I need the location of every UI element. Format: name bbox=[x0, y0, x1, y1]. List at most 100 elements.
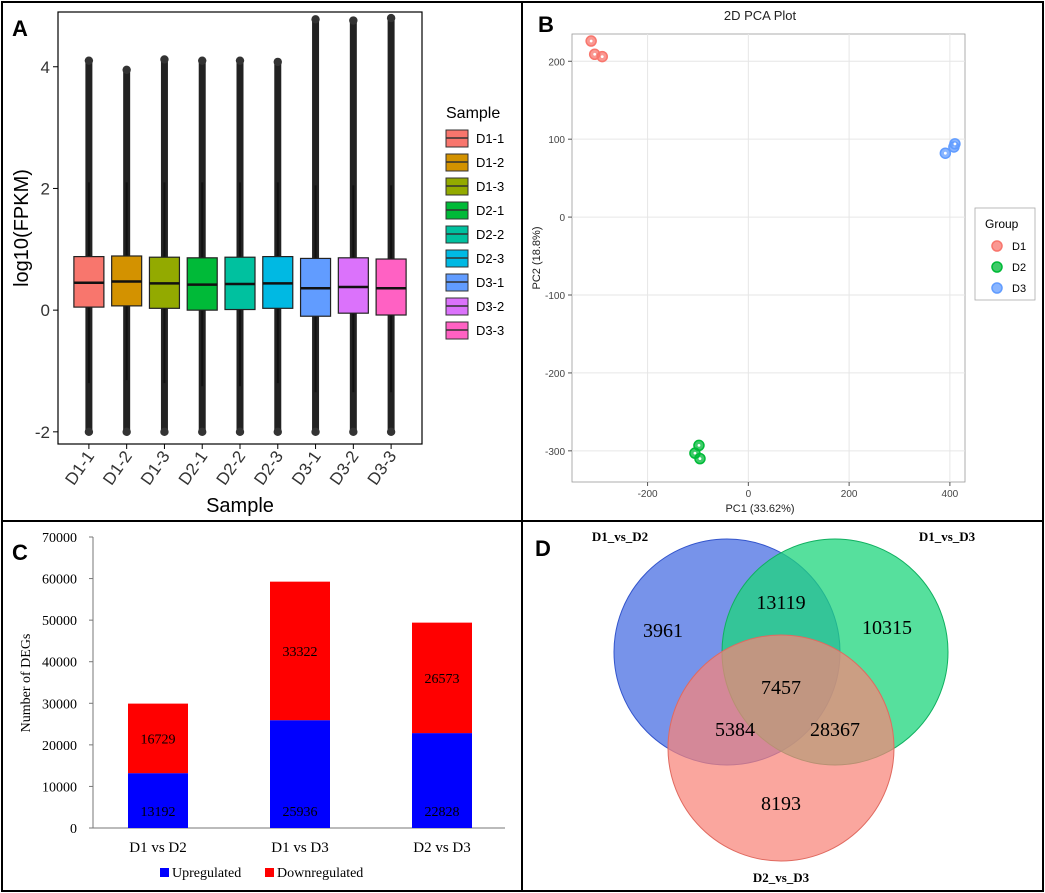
boxplot-outlier-bottom bbox=[160, 427, 169, 437]
bar-value-label: 33322 bbox=[283, 645, 318, 660]
pca-legend-title: Group bbox=[985, 217, 1019, 231]
bar-upregulated-d2-vs-d3 bbox=[412, 733, 472, 828]
boxplot-outlier-bottom bbox=[349, 427, 358, 437]
boxplot-legend-label: D1-3 bbox=[476, 179, 504, 194]
boxplot-series-d3-2 bbox=[337, 16, 369, 437]
bar-y-tick-label: 10000 bbox=[42, 780, 77, 795]
pca-legend-label: D3 bbox=[1012, 283, 1026, 295]
boxplot-legend-label: D3-1 bbox=[476, 275, 504, 290]
bar-y-tick-label: 20000 bbox=[42, 739, 77, 754]
boxplot-box bbox=[337, 257, 369, 314]
bar-y-tick-label: 70000 bbox=[42, 531, 77, 546]
boxplot-outlier-top bbox=[198, 56, 207, 65]
pca-y-tick-label: -300 bbox=[545, 447, 565, 458]
pca-legend-marker bbox=[991, 240, 1003, 252]
panel-d-frame bbox=[521, 520, 1044, 892]
pca-point-center bbox=[593, 52, 597, 56]
panel-letter-c: C bbox=[12, 540, 28, 565]
pca-point-center bbox=[697, 443, 701, 447]
pca-y-tick-label: 100 bbox=[548, 135, 565, 146]
bar-legend-swatch-downregulated bbox=[265, 868, 274, 877]
pca-x-label: PC1 (33.62%) bbox=[725, 503, 794, 515]
pca-plot-area bbox=[571, 33, 966, 483]
bar-y-label: Number of DEGs bbox=[19, 634, 34, 733]
boxplot-series-d2-2 bbox=[224, 56, 256, 437]
boxplot-series-d2-1 bbox=[186, 56, 218, 437]
boxplot-outlier-top bbox=[349, 16, 358, 25]
bar-legend: Upregulated Downregulated bbox=[160, 866, 363, 881]
pca-point-center bbox=[953, 142, 957, 146]
pca-x-tick-label: -200 bbox=[638, 489, 658, 500]
pca-point-center bbox=[600, 55, 604, 58]
boxplot-series-d3-3 bbox=[375, 13, 407, 437]
pca-point-center bbox=[693, 451, 697, 455]
boxplot-x-tick-label: D1-2 bbox=[99, 447, 136, 488]
boxplot-outlier-top bbox=[122, 65, 131, 75]
boxplot-legend-label: D2-2 bbox=[476, 227, 504, 242]
boxplot-outlier-bottom bbox=[311, 427, 320, 437]
boxplot-x-tick-label: D3-1 bbox=[288, 447, 325, 488]
pca-y-tick-label: -200 bbox=[545, 369, 565, 380]
pca-legend-label: D1 bbox=[1012, 241, 1026, 253]
boxplot-legend-label: D1-1 bbox=[476, 131, 504, 146]
bar-legend-label: Upregulated bbox=[172, 866, 241, 881]
bar-chart: 0 10000 20000 30000 40000 50000 60000 70000 131… bbox=[19, 531, 505, 881]
venn-diagram: D1_vs_D2 D1_vs_D3 D2_vs_D3 3961 13119 10… bbox=[592, 529, 976, 885]
bar-legend-label: Downregulated bbox=[277, 866, 363, 881]
boxplot-outlier-bottom bbox=[198, 427, 207, 437]
pca-legend: D1 D2 D3 bbox=[991, 240, 1026, 295]
boxplot-x-tick-label: D3-2 bbox=[326, 447, 363, 488]
venn-count-only-d1-vs-d2: 3961 bbox=[643, 620, 683, 642]
bar-downregulated-d1-vs-d3 bbox=[270, 581, 330, 721]
venn-count-d1d3-d2d3: 28367 bbox=[810, 719, 860, 741]
bar-value-label: 26573 bbox=[425, 672, 460, 687]
pca-point-center bbox=[943, 151, 947, 155]
boxplot-x-tick-label: D3-3 bbox=[364, 447, 401, 488]
boxplot-series-d1-2 bbox=[111, 65, 143, 437]
boxplot-outlier-top bbox=[273, 57, 282, 67]
boxplot-outlier-top bbox=[386, 13, 396, 23]
pca-x-tick-label: 400 bbox=[942, 489, 959, 500]
venn-count-d1d2-d2d3: 5384 bbox=[715, 719, 755, 741]
pca-series-d1 bbox=[585, 35, 608, 63]
bar-y-tick-label: 50000 bbox=[42, 614, 77, 629]
venn-set-label-d1-vs-d2: D1_vs_D2 bbox=[592, 529, 648, 544]
pca-legend-marker bbox=[991, 282, 1003, 294]
venn-circle-d2-vs-d3 bbox=[667, 634, 895, 862]
pca-point-center bbox=[589, 39, 593, 43]
boxplot-outlier-bottom bbox=[273, 427, 282, 437]
pca-legend-label: D2 bbox=[1012, 262, 1026, 274]
boxplot-series-d3-1 bbox=[299, 15, 332, 437]
pca-y-tick-label: 0 bbox=[559, 213, 565, 224]
boxplot-y-tick-label: 0 bbox=[41, 301, 50, 320]
venn-count-d1d2-d1d3: 13119 bbox=[756, 592, 805, 614]
bar-legend-swatch-upregulated bbox=[160, 868, 169, 877]
boxplot-legend-label: D3-3 bbox=[476, 323, 504, 338]
venn-count-only-d2-vs-d3: 8193 bbox=[761, 793, 801, 815]
boxplot-legend-label: D1-2 bbox=[476, 155, 504, 170]
venn-set-label-d1-vs-d3: D1_vs_D3 bbox=[919, 529, 976, 544]
bar-value-label: 25936 bbox=[283, 805, 318, 820]
bar-x-tick-label: D2 vs D3 bbox=[413, 840, 471, 856]
boxplot-x-tick-label: D2-1 bbox=[175, 447, 212, 488]
pca-y-tick-label: -100 bbox=[545, 291, 565, 302]
boxplot-legend-label: D2-1 bbox=[476, 203, 504, 218]
boxplot-outlier-bottom bbox=[122, 427, 131, 437]
pca-series-d2 bbox=[689, 439, 706, 465]
bar-y-tick-label: 40000 bbox=[42, 656, 77, 671]
boxplot-series-d1-3 bbox=[148, 55, 181, 437]
boxplot-y-tick-label: 2 bbox=[41, 179, 50, 198]
pca-series-d3 bbox=[939, 138, 961, 159]
panel-letter-d: D bbox=[535, 536, 551, 561]
boxplot-outlier-bottom bbox=[386, 427, 396, 437]
venn-set-label-d2-vs-d3: D2_vs_D3 bbox=[753, 870, 810, 885]
bar-y-tick-label: 30000 bbox=[42, 697, 77, 712]
boxplot-outlier-bottom bbox=[84, 427, 94, 437]
bar-upregulated-d1-vs-d2 bbox=[128, 773, 188, 828]
bar-value-label: 16729 bbox=[141, 732, 176, 747]
boxplot-legend-label: D2-3 bbox=[476, 251, 504, 266]
panel-letter-a: A bbox=[12, 16, 28, 41]
bar-value-label: 13192 bbox=[141, 805, 176, 820]
